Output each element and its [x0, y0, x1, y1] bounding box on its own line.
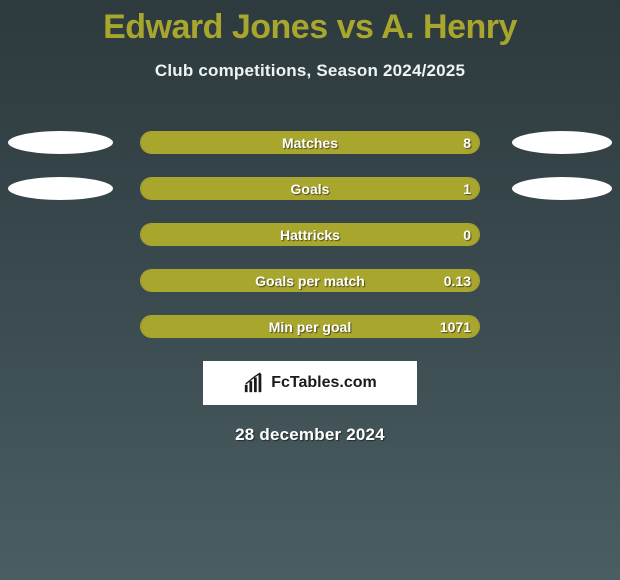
title-player1: Edward Jones [103, 8, 328, 46]
stat-row: Matches8 [0, 131, 620, 154]
stat-row: Hattricks0 [0, 223, 620, 246]
ellipse-marker [512, 177, 612, 200]
ellipse-marker [512, 131, 612, 154]
stat-label: Goals [141, 178, 479, 199]
stat-label: Matches [141, 132, 479, 153]
brand-text: FcTables.com [271, 374, 377, 392]
ellipse-marker [8, 131, 113, 154]
stat-value-right: 8 [463, 132, 471, 153]
page: Edward Jones vs A. Henry Club competitio… [0, 0, 620, 580]
title-vs: vs [337, 8, 374, 46]
stat-value-right: 0 [463, 224, 471, 245]
ellipse-marker [8, 177, 113, 200]
date: 28 december 2024 [0, 425, 620, 445]
stat-bar: Matches8 [140, 131, 480, 154]
stat-value-right: 0.13 [444, 270, 471, 291]
stat-bar: Min per goal1071 [140, 315, 480, 338]
stat-bar: Hattricks0 [140, 223, 480, 246]
stat-label: Min per goal [141, 316, 479, 337]
stat-value-right: 1 [463, 178, 471, 199]
stat-row: Goals per match0.13 [0, 269, 620, 292]
stat-value-right: 1071 [440, 316, 471, 337]
bar-chart-icon [243, 372, 265, 394]
subtitle: Club competitions, Season 2024/2025 [0, 61, 620, 81]
title-player2: A. Henry [381, 8, 517, 46]
stat-label: Hattricks [141, 224, 479, 245]
page-title: Edward Jones vs A. Henry [0, 0, 620, 47]
stat-row: Goals1 [0, 177, 620, 200]
stat-rows: Matches8Goals1Hattricks0Goals per match0… [0, 131, 620, 338]
brand-box: FcTables.com [203, 361, 417, 405]
stat-row: Min per goal1071 [0, 315, 620, 338]
stat-bar: Goals per match0.13 [140, 269, 480, 292]
stat-label: Goals per match [141, 270, 479, 291]
stat-bar: Goals1 [140, 177, 480, 200]
